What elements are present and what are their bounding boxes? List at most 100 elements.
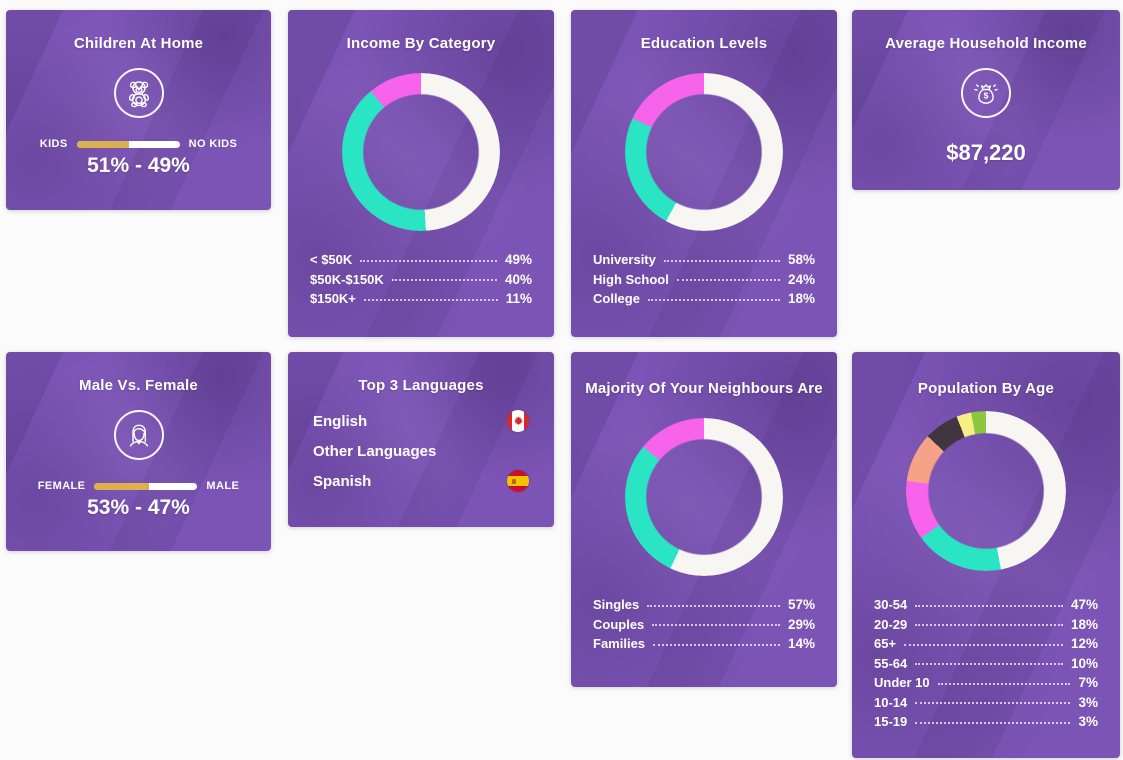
legend-label: Couples	[593, 616, 645, 632]
legend-label: 30-54	[874, 597, 908, 613]
legend-dotted-leader	[915, 624, 1063, 627]
teddy-bear-glyph	[128, 81, 149, 108]
legend-dotted-leader	[904, 643, 1063, 646]
legend-row: Couples 29%	[593, 615, 815, 635]
legend-value: 24%	[787, 271, 815, 287]
legend-row: High School 24%	[593, 270, 815, 290]
spain-crest	[512, 479, 516, 484]
card-title-population: Population By Age	[917, 380, 1055, 397]
legend-label: High School	[593, 271, 669, 287]
population-legend: 30-54 47% 20-29 18% 65+ 12% 55-64 10% Under 10 7%…	[852, 595, 1120, 732]
legend-label: $50K-$150K	[310, 271, 384, 287]
legend-value: 47%	[1070, 597, 1098, 613]
legend-dotted-leader	[391, 279, 497, 282]
kids-ratio-bar	[76, 140, 180, 148]
legend-dotted-leader	[915, 721, 1071, 724]
legend-value: 7%	[1078, 675, 1098, 691]
legend-value: 3%	[1078, 694, 1098, 710]
education-legend: University 58% High School 24% College 18%	[571, 250, 837, 309]
language-row-english: English	[313, 406, 529, 436]
kids-ratio-value: 51% - 49%	[87, 154, 190, 177]
income-legend: < $50K 49% $50K-$150K 40% $150K+ 11%	[288, 250, 554, 309]
legend-label: 65+	[874, 636, 897, 652]
no-flag-spacer	[507, 440, 529, 462]
legend-dotted-leader	[360, 259, 497, 262]
legend-dotted-leader	[937, 682, 1071, 685]
card-title-gender: Male Vs. Female	[79, 377, 198, 394]
education-donut-chart	[625, 73, 783, 231]
average-income-value: $87,220	[946, 140, 1026, 165]
legend-row: Families 14%	[593, 634, 815, 654]
language-label: Spanish	[313, 472, 372, 490]
legend-value: 18%	[1070, 616, 1098, 632]
legend-dotted-leader	[915, 702, 1071, 705]
legend-value: 10%	[1070, 655, 1098, 671]
language-list: English Other Languages Spanish	[288, 406, 554, 496]
money-bag-glyph: $	[974, 84, 998, 104]
legend-row: University 58%	[593, 250, 815, 270]
card-title-education: Education Levels	[640, 35, 768, 52]
legend-row: 15-19 3%	[874, 712, 1098, 732]
legend-value: 18%	[787, 291, 815, 307]
money-bag-icon: $	[961, 68, 1011, 118]
legend-row: 55-64 10%	[874, 654, 1098, 674]
kids-ratio-row: KIDS NO KIDS	[40, 138, 238, 150]
female-label: FEMALE	[37, 480, 86, 492]
legend-value: 57%	[787, 597, 815, 613]
card-title-income: Income By Category	[346, 35, 496, 52]
legend-row: < $50K 49%	[310, 250, 532, 270]
legend-label: 10-14	[874, 694, 908, 710]
teddy-bear-icon	[113, 68, 164, 118]
legend-label: < $50K	[310, 252, 353, 268]
legend-label: $150K+	[310, 291, 356, 307]
language-label: Other Languages	[313, 442, 437, 460]
legend-dotted-leader	[663, 259, 780, 262]
legend-row: 30-54 47%	[874, 595, 1098, 615]
population-donut-chart	[906, 411, 1066, 571]
card-income-by-category: Income By Category < $50K 49% $50K-$150K 40…	[288, 10, 554, 337]
legend-dotted-leader	[915, 663, 1063, 666]
legend-value: 49%	[504, 252, 532, 268]
legend-label: 20-29	[874, 616, 908, 632]
legend-dotted-leader	[363, 298, 498, 301]
legend-value: 3%	[1078, 714, 1098, 730]
legend-label: 55-64	[874, 655, 908, 671]
card-population-by-age: Population By Age 30-54 47% 20-29 18% 65+ 12%…	[852, 352, 1120, 758]
card-neighbours: Majority Of Your Neighbours Are Singles 5…	[571, 352, 837, 687]
legend-value: 12%	[1070, 636, 1098, 652]
language-row-spanish: Spanish	[313, 466, 529, 496]
legend-label: Families	[593, 636, 646, 652]
income-donut-chart	[342, 73, 500, 231]
legend-label: University	[593, 252, 656, 268]
card-average-household-income: Average Household Income $ $87,220	[852, 10, 1120, 190]
legend-row: College 18%	[593, 289, 815, 309]
gender-ratio-fill	[94, 482, 149, 490]
legend-row: 65+ 12%	[874, 634, 1098, 654]
card-title-neighbours: Majority Of Your Neighbours Are	[585, 380, 823, 397]
legend-row: $50K-$150K 40%	[310, 270, 532, 290]
card-children-at-home: Children At Home KIDS NO KIDS	[6, 10, 271, 210]
legend-label: 15-19	[874, 714, 908, 730]
gender-ratio-row: FEMALE MALE	[38, 480, 239, 492]
card-title-children: Children At Home	[73, 35, 204, 52]
legend-dotted-leader	[647, 298, 780, 301]
legend-row: Singles 57%	[593, 595, 815, 615]
neighbours-donut-chart	[625, 418, 783, 576]
legend-row: 10-14 3%	[874, 693, 1098, 713]
legend-row: Under 10 7%	[874, 673, 1098, 693]
legend-dotted-leader	[653, 643, 780, 646]
card-title-avg-income: Average Household Income	[885, 35, 1087, 52]
spain-flag-icon	[507, 470, 529, 492]
kids-label: KIDS	[39, 138, 68, 150]
gender-ratio-value: 53% - 47%	[87, 496, 190, 519]
legend-value: 14%	[787, 636, 815, 652]
card-education-levels: Education Levels University 58% High Schoo…	[571, 10, 837, 337]
svg-text:$: $	[984, 91, 989, 101]
legend-value: 11%	[505, 291, 532, 307]
legend-dotted-leader	[652, 624, 780, 627]
canada-flag-icon	[507, 410, 529, 432]
legend-row: 20-29 18%	[874, 615, 1098, 635]
male-label: MALE	[206, 480, 240, 492]
legend-row: $150K+ 11%	[310, 289, 532, 309]
no-kids-label: NO KIDS	[188, 138, 238, 150]
